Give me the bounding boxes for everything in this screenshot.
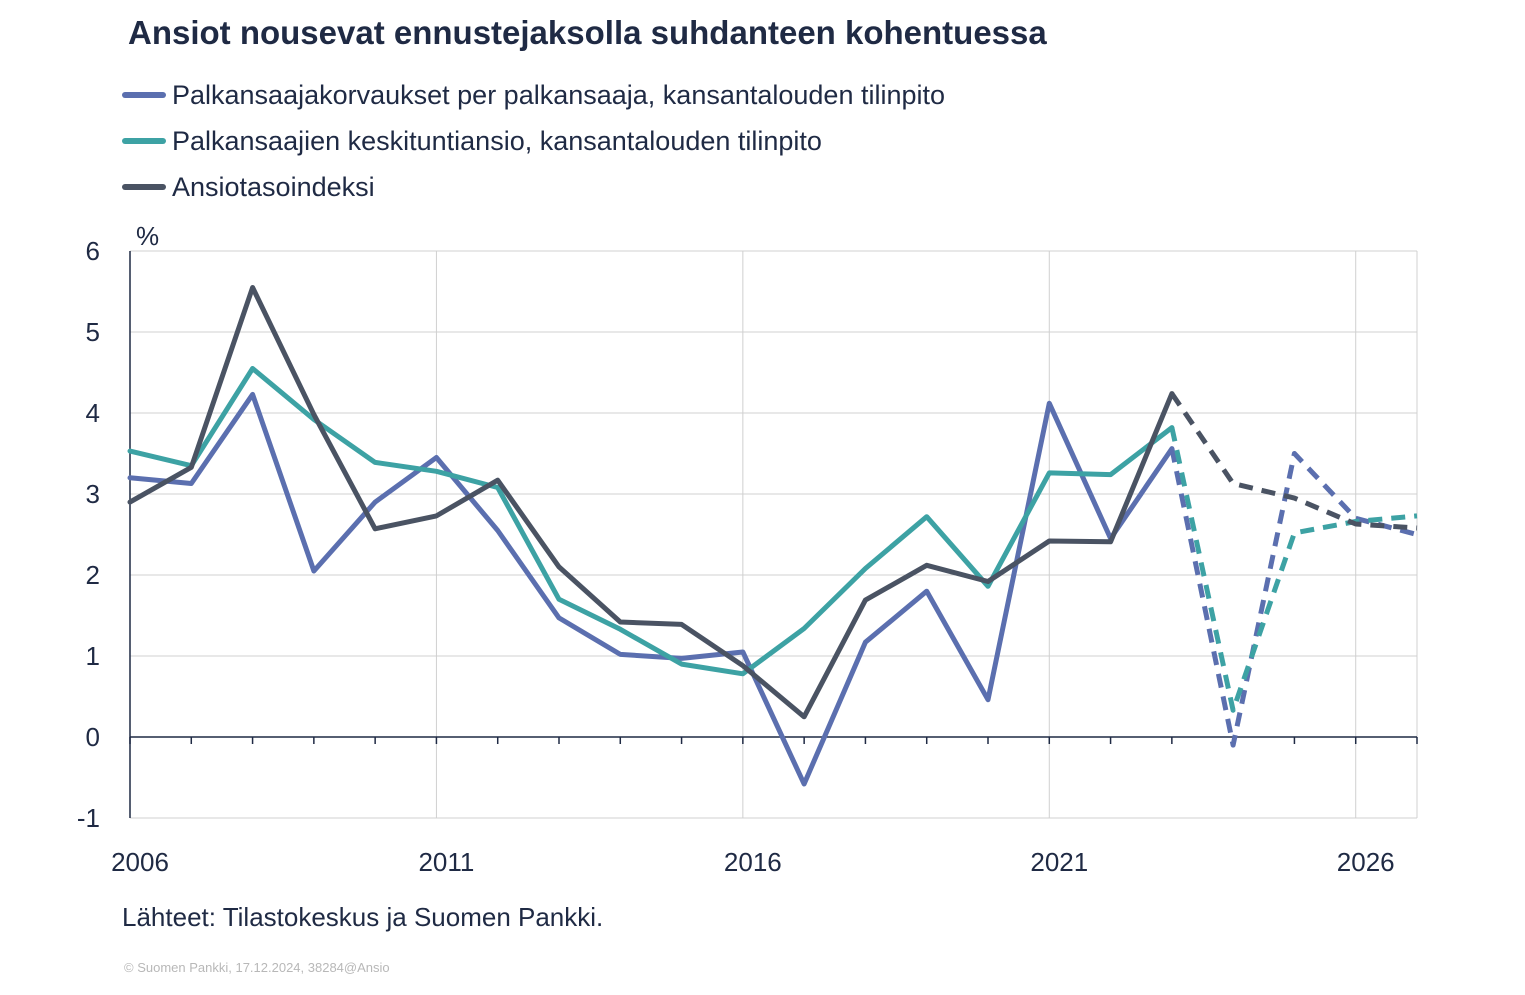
y-tick-label: 2 — [86, 560, 100, 590]
legend-item-hourly-earnings: Palkansaajien keskituntiansio, kansantal… — [122, 118, 945, 164]
series-forecast-line-hourly-earnings — [1169, 427, 1418, 713]
legend-label-compensation: Palkansaajakorvaukset per palkansaaja, k… — [172, 79, 946, 110]
y-tick-label: 1 — [86, 641, 100, 671]
legend-swatch-compensation — [122, 92, 166, 98]
source-note: Lähteet: Tilastokeskus ja Suomen Pankki. — [122, 902, 604, 932]
series-line-hourly-earnings — [127, 366, 1175, 677]
y-tick-label: 6 — [86, 236, 100, 266]
axes — [129, 251, 1418, 818]
y-tick-label: 0 — [86, 722, 100, 752]
y-tick-label: 5 — [86, 317, 100, 347]
legend-label-hourly-earnings: Palkansaajien keskituntiansio, kansantal… — [172, 125, 822, 156]
x-tick-label: 2016 — [724, 847, 782, 877]
legend-label-earnings-index: Ansiotasoindeksi — [172, 171, 375, 202]
series-line-earnings-index — [127, 285, 1175, 720]
x-tick-label: 2011 — [418, 847, 474, 877]
legend-swatch-hourly-earnings — [122, 138, 166, 144]
series-forecast-line-earnings-index — [1169, 392, 1418, 531]
x-tick-label: 2026 — [1337, 847, 1395, 877]
legend-item-compensation: Palkansaajakorvaukset per palkansaaja, k… — [122, 72, 945, 118]
legend-swatch-earnings-index — [122, 184, 166, 190]
copyright-note: © Suomen Pankki, 17.12.2024, 38284@Ansio — [124, 960, 390, 975]
x-tick-label: 2006 — [111, 847, 169, 877]
chart-title: Ansiot nousevat ennustejaksolla suhdante… — [128, 14, 1047, 51]
y-axis-unit-label: % — [136, 221, 159, 251]
legend-item-earnings-index: Ansiotasoindeksi — [122, 164, 945, 210]
y-tick-label: 4 — [86, 398, 100, 428]
series-line-compensation — [127, 391, 1175, 787]
axis-labels: -1 0 1 2 3 4 5 6 % 2006 2011 2016 2021 2026 — [77, 221, 1395, 877]
series-group — [127, 285, 1418, 787]
gridlines — [130, 250, 1418, 819]
x-tick-label: 2021 — [1030, 847, 1088, 877]
y-tick-label: -1 — [77, 803, 100, 833]
legend: Palkansaajakorvaukset per palkansaaja, k… — [122, 72, 945, 210]
y-tick-label: 3 — [86, 479, 100, 509]
